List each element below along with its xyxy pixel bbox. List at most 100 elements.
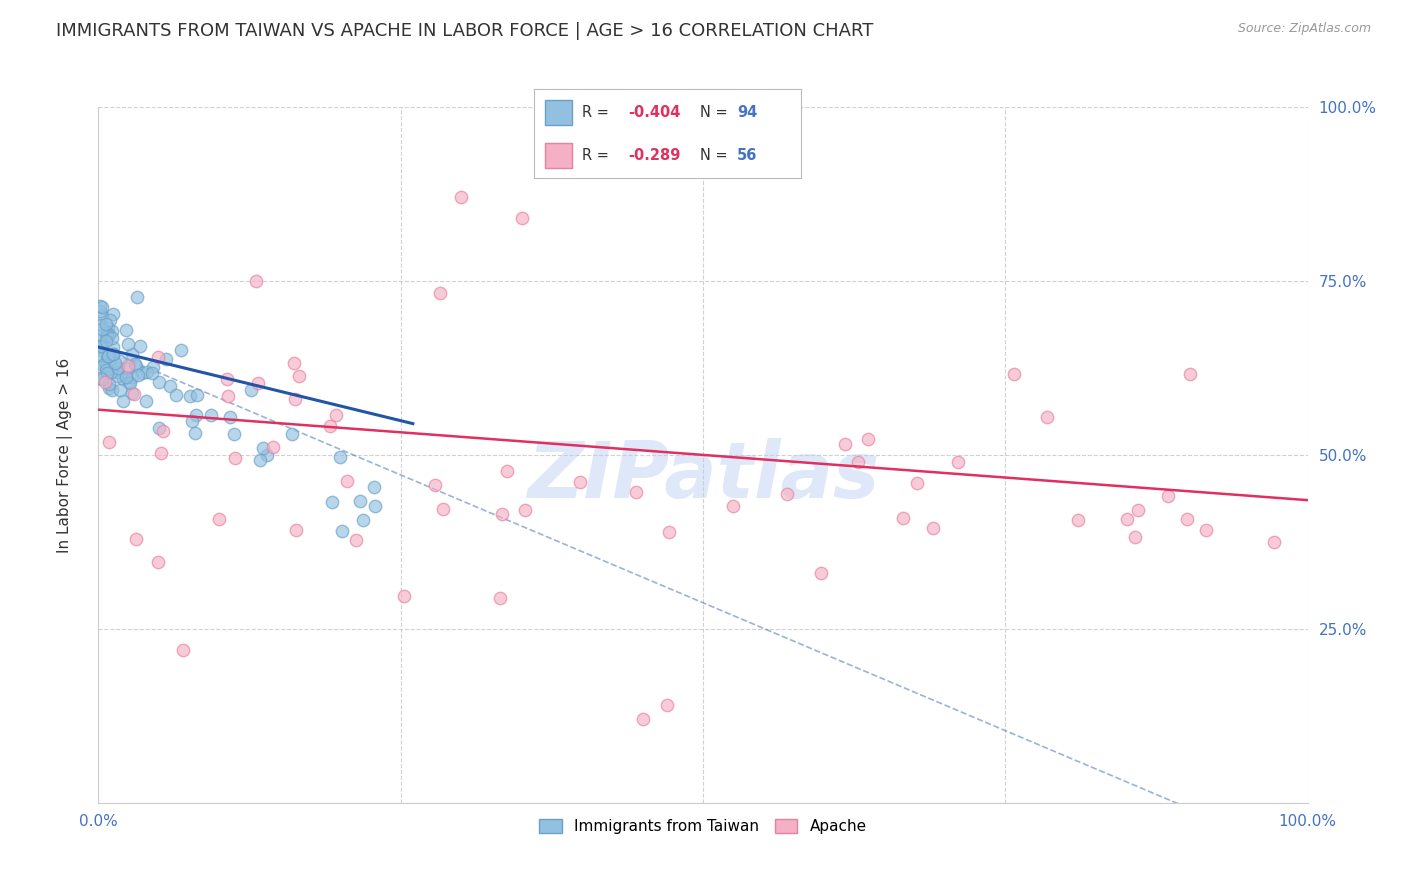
Point (148, 375, 170, 389)
Point (200, 408, 222, 422)
Text: IMMIGRANTS FROM TAIWAN VS APACHE IN LABOR FORCE | AGE > 16 CORRELATION CHART: IMMIGRANTS FROM TAIWAN VS APACHE IN LABO… (56, 22, 873, 40)
Point (117, 337, 139, 351)
Point (1175, 512, 1198, 526)
Point (429, 285, 451, 300)
Point (91, 327, 114, 342)
Y-axis label: In Labor Force | Age > 16: In Labor Force | Age > 16 (58, 358, 73, 552)
Point (245, 275, 267, 289)
Point (624, 484, 647, 499)
Point (94, 356, 117, 370)
Point (321, 494, 343, 508)
Point (101, 347, 124, 361)
Point (1178, 368, 1201, 382)
Point (217, 388, 239, 402)
Point (136, 364, 159, 378)
Point (1126, 503, 1149, 517)
Point (141, 366, 163, 380)
Point (107, 369, 129, 384)
Point (631, 712, 654, 726)
Point (148, 350, 170, 364)
Point (118, 376, 141, 391)
Point (186, 388, 208, 402)
Point (91, 309, 114, 323)
Point (108, 354, 131, 368)
Point (155, 351, 177, 366)
Point (96, 326, 118, 340)
Point (496, 464, 519, 478)
Point (98, 381, 121, 395)
Point (217, 372, 239, 386)
Point (100, 383, 122, 397)
Point (491, 508, 513, 522)
Point (450, 190, 472, 204)
Point (148, 421, 170, 435)
Point (256, 448, 278, 462)
Point (513, 503, 536, 517)
Text: -0.289: -0.289 (627, 148, 681, 162)
Point (89, 304, 111, 318)
Point (363, 480, 385, 494)
Point (283, 356, 305, 370)
Point (394, 590, 416, 604)
Text: N =: N = (700, 148, 733, 162)
Point (89, 339, 111, 353)
Point (94, 363, 117, 377)
Point (1035, 410, 1057, 425)
Point (344, 533, 367, 547)
Point (723, 499, 745, 513)
Point (249, 453, 271, 467)
Point (94, 318, 117, 332)
Point (224, 450, 246, 465)
Point (125, 290, 148, 304)
Point (170, 343, 193, 357)
Point (94, 359, 117, 374)
Point (89, 300, 111, 314)
Point (100, 364, 122, 378)
Point (569, 475, 592, 489)
Point (90, 322, 112, 336)
Point (89, 341, 111, 355)
Point (246, 376, 269, 390)
Point (131, 366, 153, 380)
Point (104, 356, 127, 370)
Point (180, 414, 202, 428)
Point (89, 371, 111, 385)
Point (152, 424, 174, 438)
Point (115, 370, 138, 384)
Point (101, 307, 124, 321)
Point (107, 360, 129, 375)
Point (1125, 530, 1147, 544)
Point (98, 313, 121, 327)
Point (96, 351, 118, 365)
Point (329, 450, 352, 465)
Point (97, 349, 120, 363)
Point (125, 359, 148, 374)
Point (325, 408, 347, 422)
Point (101, 340, 124, 354)
Point (834, 437, 856, 451)
Point (184, 426, 207, 441)
Point (89, 348, 111, 362)
Point (97, 321, 120, 335)
Point (101, 331, 124, 345)
Point (423, 477, 446, 491)
Point (97, 349, 120, 363)
Point (1195, 524, 1218, 538)
Point (96, 328, 118, 343)
Point (655, 698, 678, 713)
Point (101, 348, 124, 362)
Point (330, 524, 353, 538)
Text: ZIPatlas: ZIPatlas (527, 438, 879, 514)
Point (489, 591, 512, 605)
Point (336, 475, 359, 489)
Point (856, 432, 879, 446)
Point (186, 408, 208, 422)
Point (114, 323, 136, 337)
Point (891, 511, 914, 525)
Point (252, 442, 274, 456)
Point (105, 365, 128, 379)
Point (172, 642, 194, 657)
Point (90, 301, 112, 315)
Point (124, 357, 146, 371)
Point (1115, 512, 1137, 526)
